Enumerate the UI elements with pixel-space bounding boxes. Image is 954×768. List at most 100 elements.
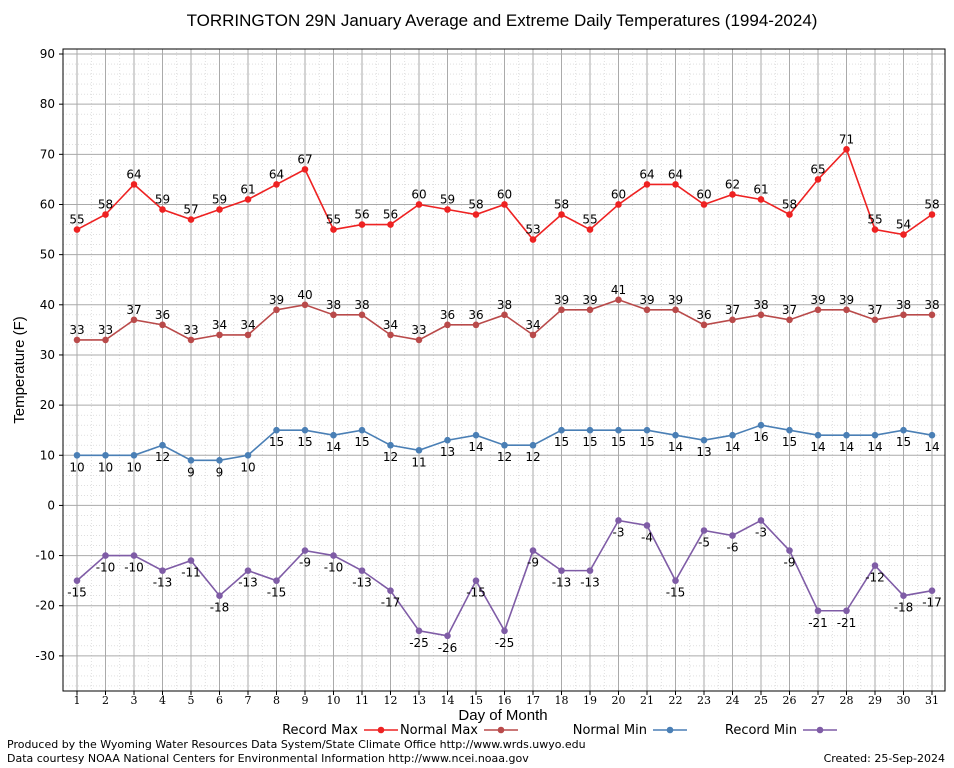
data-point	[529, 331, 537, 339]
data-point	[871, 562, 879, 569]
data-point	[187, 336, 195, 344]
x-tick-label: 14	[441, 694, 455, 707]
data-point	[501, 441, 508, 449]
data-point	[102, 336, 109, 344]
x-tick-label: 20	[612, 694, 626, 707]
data-label: 65	[810, 162, 825, 176]
data-label: 10	[126, 460, 141, 474]
data-label: 15	[639, 435, 654, 449]
data-point	[244, 196, 252, 203]
data-point	[102, 451, 109, 459]
legend-marker	[497, 726, 505, 734]
series-record-max: 55 58 64 59 57 59 61 64 67 55 56 56 60 59 58 60 53 58 55 60…	[69, 132, 940, 243]
data-label: 39	[554, 293, 569, 307]
data-point	[558, 211, 565, 218]
x-tick-label: 29	[868, 694, 882, 707]
data-label: -15	[67, 586, 87, 600]
data-label: 58	[468, 198, 483, 212]
x-tick-label: 24	[726, 694, 740, 707]
data-label: -9	[299, 556, 311, 570]
data-label: -9	[527, 556, 539, 570]
data-label: 11	[411, 455, 426, 469]
data-point	[159, 321, 166, 329]
data-label: 15	[297, 435, 312, 449]
y-tick-label: -10	[35, 549, 55, 563]
data-point	[216, 456, 223, 464]
data-point	[244, 451, 252, 459]
data-point	[814, 176, 822, 183]
data-label: 15	[782, 435, 797, 449]
data-point	[615, 201, 622, 208]
data-point	[244, 567, 252, 574]
data-label: -10	[124, 561, 144, 575]
x-tick-label: 30	[897, 694, 911, 707]
data-point	[415, 201, 423, 208]
data-point	[444, 206, 451, 213]
y-tick-label: 60	[40, 197, 55, 211]
x-tick-label: 25	[754, 694, 768, 707]
data-label: -25	[409, 636, 429, 650]
data-label: 59	[440, 193, 455, 207]
data-point	[700, 436, 708, 444]
data-label: -4	[641, 530, 653, 544]
data-label: 58	[924, 198, 939, 212]
y-tick-label: 70	[40, 147, 55, 161]
data-point	[472, 211, 480, 218]
data-label: -13	[238, 576, 258, 590]
data-point	[358, 221, 366, 228]
data-point	[301, 426, 309, 434]
data-point	[700, 527, 708, 534]
data-point	[672, 181, 679, 188]
credit-line-1: Produced by the Wyoming Water Resources …	[7, 738, 586, 751]
y-axis-label: Temperature (F)	[11, 316, 28, 424]
x-axis-label: Day of Month	[458, 707, 547, 724]
data-label: 36	[155, 308, 170, 322]
data-point	[786, 547, 793, 554]
data-label: -15	[666, 586, 686, 600]
data-point	[643, 522, 651, 529]
data-point	[415, 627, 423, 635]
data-label: 12	[525, 450, 540, 464]
x-tick-label: 5	[188, 694, 195, 707]
data-point	[757, 196, 765, 203]
data-point	[444, 632, 451, 640]
legend-label: Record Min	[725, 723, 797, 738]
legend: Record Max Normal Max Normal Min Record Min	[282, 723, 837, 738]
data-point	[871, 431, 879, 439]
data-label: 60	[611, 187, 626, 201]
data-point	[729, 191, 736, 198]
data-point	[330, 431, 337, 439]
data-label: 71	[839, 132, 854, 146]
data-point	[786, 426, 793, 434]
data-label: -15	[466, 586, 486, 600]
data-label: -18	[210, 601, 230, 615]
data-label: 13	[696, 445, 711, 459]
x-tick-label: 16	[498, 694, 512, 707]
data-point	[843, 431, 850, 439]
data-point	[814, 431, 822, 439]
x-tick-label: 21	[640, 694, 654, 707]
x-tick-label: 7	[245, 694, 252, 707]
x-tick-label: 26	[783, 694, 797, 707]
data-point	[615, 426, 622, 434]
data-point	[273, 306, 280, 314]
data-label: 53	[525, 223, 540, 237]
data-label: 55	[867, 213, 882, 227]
data-label: -12	[865, 571, 885, 585]
data-label: 33	[411, 323, 426, 337]
data-label: -10	[96, 561, 116, 575]
data-point	[73, 226, 81, 233]
data-label: 38	[924, 298, 939, 312]
data-label: 15	[582, 435, 597, 449]
data-point	[216, 206, 223, 213]
x-tick-label: 8	[273, 694, 280, 707]
data-point	[529, 547, 537, 554]
data-label: -13	[580, 576, 600, 590]
data-point	[900, 592, 907, 600]
data-label: 36	[696, 308, 711, 322]
data-point	[643, 426, 651, 434]
chart-title: TORRINGTON 29N January Average and Extre…	[187, 11, 818, 30]
data-point	[757, 311, 765, 319]
